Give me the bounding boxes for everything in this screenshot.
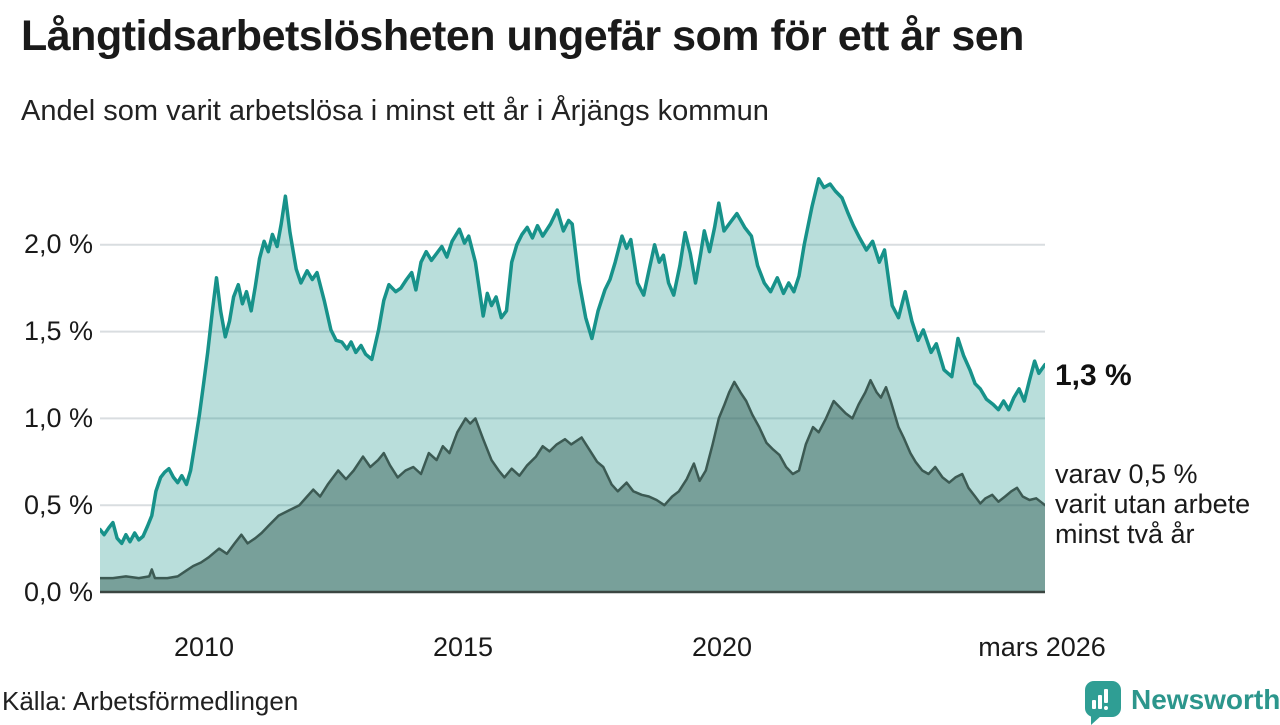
series2-line	[100, 378, 1045, 580]
page-subtitle: Andel som varit arbetslösa i minst ett å…	[21, 95, 769, 127]
series1-end-value-label: 1,3 %	[1055, 359, 1132, 392]
series2-annotation-line: varit utan arbete	[1055, 489, 1251, 519]
series2-annotation: varav 0,5 % varit utan arbete minst två …	[1055, 459, 1250, 549]
y-tick-label: 2,0 %	[23, 229, 93, 259]
series2-annotation-line: varav 0,5 %	[1055, 459, 1198, 489]
newsworthy-logo: Newsworthy	[1085, 681, 1280, 725]
y-tick-label: 0,0 %	[23, 577, 93, 607]
source-note: Källa: Arbetsförmedlingen	[2, 686, 299, 716]
x-tick-label: 2015	[432, 632, 494, 662]
y-tick-label: 1,0 %	[23, 403, 93, 433]
series1-area-fill	[100, 178, 1045, 593]
x-tick-label: mars 2026	[978, 632, 1106, 662]
page-title: Långtidsarbetslösheten ungefär som för e…	[21, 12, 1024, 60]
newsworthy-bubble-chart-icon	[1085, 681, 1121, 725]
y-tick-label: 1,5 %	[23, 316, 93, 346]
bubble-tail	[1091, 715, 1102, 725]
brand-name: Newsworthy	[1131, 684, 1280, 715]
series2-annotation-line: minst två år	[1055, 519, 1195, 549]
series1-line	[100, 177, 1045, 546]
y-tick-label: 0,5 %	[23, 490, 93, 520]
x-tick-label: 2020	[691, 632, 753, 662]
area-chart	[100, 177, 1045, 594]
series2-area-fill	[100, 380, 1045, 592]
x-tick-label: 2010	[173, 632, 235, 662]
